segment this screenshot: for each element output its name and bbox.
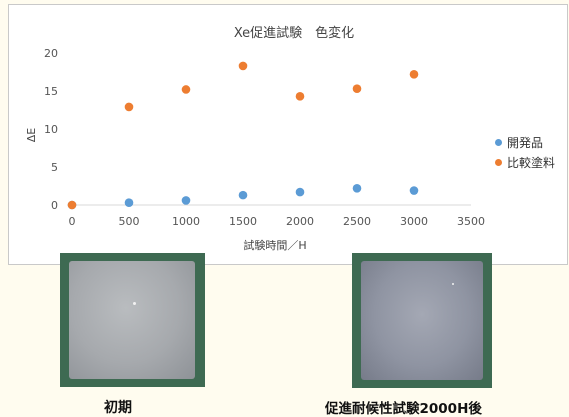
developed-product-point bbox=[409, 186, 419, 195]
comparison-paint-point bbox=[181, 85, 191, 94]
developed-product-point bbox=[181, 196, 191, 205]
developed-product-point bbox=[295, 187, 305, 197]
y-tick-label: 0 bbox=[51, 199, 58, 212]
comparison-paint-point bbox=[238, 61, 248, 71]
y-axis-label: ΔE bbox=[25, 128, 38, 143]
initial-caption: 初期 bbox=[104, 400, 132, 416]
surface-speck bbox=[452, 283, 454, 285]
comparison-paint-point bbox=[409, 69, 419, 79]
x-tick-label: 1000 bbox=[172, 215, 200, 228]
x-tick-label: 500 bbox=[119, 215, 140, 228]
chart-title: Xe促進試験 色変化 bbox=[234, 25, 354, 41]
surface-speck bbox=[133, 302, 136, 305]
after-test-sample-photo bbox=[352, 253, 492, 388]
comparison-paint-point bbox=[124, 102, 134, 112]
x-tick-label: 3500 bbox=[457, 215, 485, 228]
initial-sample-tile bbox=[69, 261, 195, 379]
comparison-paint-point bbox=[67, 200, 77, 210]
y-tick-label: 5 bbox=[51, 161, 58, 174]
comparison-paint-point bbox=[352, 84, 362, 94]
after-test-sample-tile bbox=[361, 261, 483, 380]
after-test-caption: 促進耐候性試験2000H後 bbox=[325, 401, 482, 417]
developed-product-point bbox=[124, 198, 134, 208]
legend-marker-comparison bbox=[495, 158, 502, 166]
legend-item-developed: 開発品 bbox=[495, 133, 555, 151]
x-axis-label: 試験時間／H bbox=[243, 238, 306, 252]
y-tick-label: 10 bbox=[44, 123, 58, 136]
x-tick-label: 2500 bbox=[343, 215, 371, 228]
developed-product-point bbox=[238, 190, 248, 200]
developed-product-point bbox=[352, 183, 362, 193]
x-tick-label: 0 bbox=[69, 215, 76, 228]
initial-sample-photo bbox=[60, 253, 205, 387]
axes-layer: 0 500 1000 1500 2000 2500 3000 3500 0 5 10 15 20 bbox=[44, 47, 485, 228]
y-tick-label: 15 bbox=[44, 85, 58, 98]
legend-label-comparison: 比較塗料 bbox=[507, 155, 556, 170]
x-tick-label: 1500 bbox=[229, 215, 257, 228]
x-tick-label: 3000 bbox=[400, 215, 428, 228]
points-layer bbox=[67, 61, 419, 210]
legend: 開発品 比較塗料 bbox=[495, 133, 555, 173]
scatter-chart: Xe促進試験 色変化 ΔE 試験時間／H 0 500 1000 1500 2000 250… bbox=[25, 25, 485, 252]
comparison-paint-point bbox=[295, 92, 305, 101]
legend-label-developed: 開発品 bbox=[507, 135, 544, 150]
x-tick-label: 2000 bbox=[286, 215, 314, 228]
legend-marker-developed bbox=[495, 138, 502, 146]
y-tick-label: 20 bbox=[44, 47, 58, 60]
chart-panel: Xe促進試験 色変化 ΔE 試験時間／H 0 500 1000 1500 2000 250… bbox=[8, 4, 568, 265]
legend-item-comparison: 比較塗料 bbox=[495, 153, 555, 171]
